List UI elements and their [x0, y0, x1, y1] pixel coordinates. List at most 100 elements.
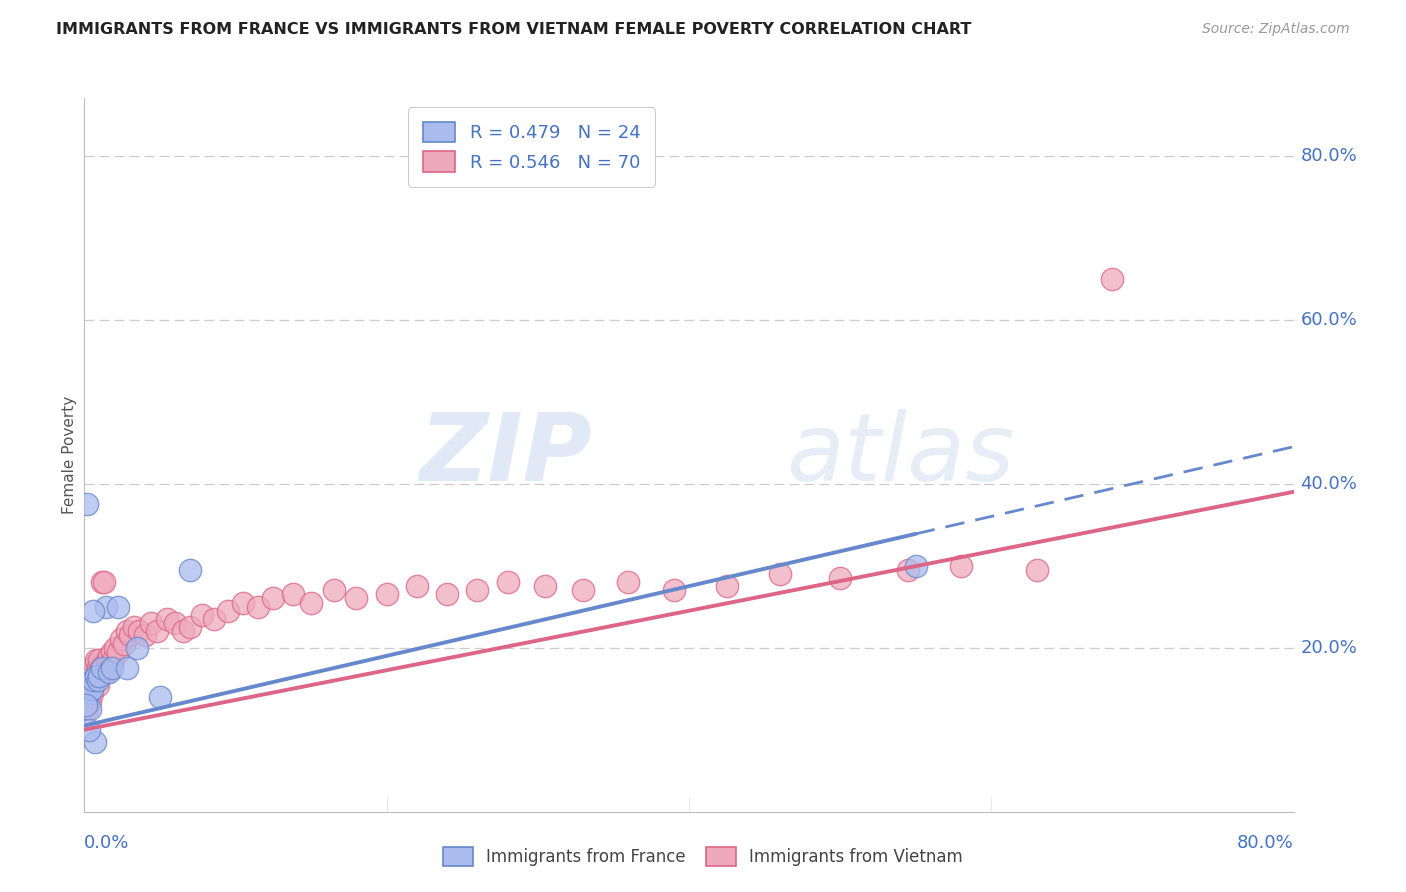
Point	[322, 583, 344, 598]
Point	[87, 677, 110, 691]
Point	[101, 653, 124, 667]
Point	[76, 497, 98, 511]
Point	[75, 690, 97, 704]
Point	[79, 702, 101, 716]
Point	[247, 599, 270, 614]
Point	[79, 665, 101, 680]
Point	[86, 653, 108, 667]
Text: Source: ZipAtlas.com: Source: ZipAtlas.com	[1202, 22, 1350, 37]
Point	[97, 665, 120, 680]
Text: 40.0%: 40.0%	[1301, 475, 1357, 492]
Point	[87, 673, 110, 688]
Point	[94, 599, 117, 614]
Point	[77, 723, 100, 737]
Point	[82, 661, 104, 675]
Point	[897, 563, 920, 577]
Point	[76, 677, 98, 691]
Point	[281, 587, 304, 601]
Point	[179, 563, 201, 577]
Point	[262, 591, 284, 606]
Point	[77, 686, 100, 700]
Point	[1101, 271, 1123, 285]
Point	[769, 566, 792, 581]
Point	[115, 624, 138, 639]
Point	[662, 583, 685, 598]
Point	[76, 677, 98, 691]
Point	[96, 653, 118, 667]
Point	[572, 583, 595, 598]
Point	[830, 571, 852, 585]
Point	[107, 645, 129, 659]
Point	[94, 665, 117, 680]
Text: atlas: atlas	[786, 409, 1014, 500]
Point	[156, 612, 179, 626]
Text: 80.0%: 80.0%	[1301, 146, 1357, 164]
Point	[82, 677, 104, 691]
Point	[107, 599, 129, 614]
Point	[172, 624, 194, 639]
Point	[77, 686, 100, 700]
Point	[112, 636, 135, 650]
Point	[89, 669, 111, 683]
Point	[534, 579, 557, 593]
Point	[80, 681, 103, 696]
Point	[128, 624, 150, 639]
Text: 60.0%: 60.0%	[1301, 310, 1357, 328]
Point	[104, 640, 127, 655]
Point	[217, 604, 239, 618]
Point	[91, 661, 114, 675]
Point	[76, 702, 98, 716]
Text: 20.0%: 20.0%	[1301, 639, 1357, 657]
Text: IMMIGRANTS FROM FRANCE VS IMMIGRANTS FROM VIETNAM FEMALE POVERTY CORRELATION CHA: IMMIGRANTS FROM FRANCE VS IMMIGRANTS FRO…	[56, 22, 972, 37]
Legend: R = 0.479   N = 24, R = 0.546   N = 70: R = 0.479 N = 24, R = 0.546 N = 70	[409, 107, 655, 186]
Point	[202, 612, 225, 626]
Point	[91, 575, 114, 590]
Point	[84, 735, 107, 749]
Point	[163, 616, 186, 631]
Point	[100, 661, 122, 675]
Point	[179, 620, 201, 634]
Point	[76, 698, 98, 712]
Legend: Immigrants from France, Immigrants from Vietnam: Immigrants from France, Immigrants from …	[434, 838, 972, 875]
Point	[80, 669, 103, 683]
Point	[84, 673, 107, 688]
Point	[467, 583, 489, 598]
Point	[406, 579, 429, 593]
Point	[79, 694, 101, 708]
Point	[93, 575, 115, 590]
Point	[87, 661, 110, 675]
Point	[77, 673, 100, 688]
Point	[139, 616, 162, 631]
Point	[149, 690, 172, 704]
Point	[299, 596, 322, 610]
Point	[232, 596, 254, 610]
Point	[75, 690, 97, 704]
Point	[80, 686, 103, 700]
Point	[115, 661, 138, 675]
Point	[375, 587, 398, 601]
Point	[90, 661, 112, 675]
Point	[436, 587, 458, 601]
Point	[86, 669, 108, 683]
Point	[950, 558, 973, 573]
Text: ZIP: ZIP	[419, 409, 592, 501]
Point	[100, 645, 122, 659]
Point	[89, 653, 111, 667]
Point	[75, 698, 97, 712]
Point	[118, 628, 141, 642]
Point	[1025, 563, 1047, 577]
Text: 80.0%: 80.0%	[1237, 834, 1294, 852]
Point	[84, 657, 107, 671]
Point	[82, 604, 104, 618]
Point	[134, 628, 156, 642]
Point	[617, 575, 640, 590]
Point	[191, 607, 214, 622]
Point	[86, 669, 108, 683]
Point	[716, 579, 738, 593]
Point	[146, 624, 169, 639]
Point	[110, 632, 132, 647]
Point	[82, 673, 104, 688]
Point	[98, 661, 121, 675]
Point	[97, 648, 120, 663]
Point	[904, 558, 927, 573]
